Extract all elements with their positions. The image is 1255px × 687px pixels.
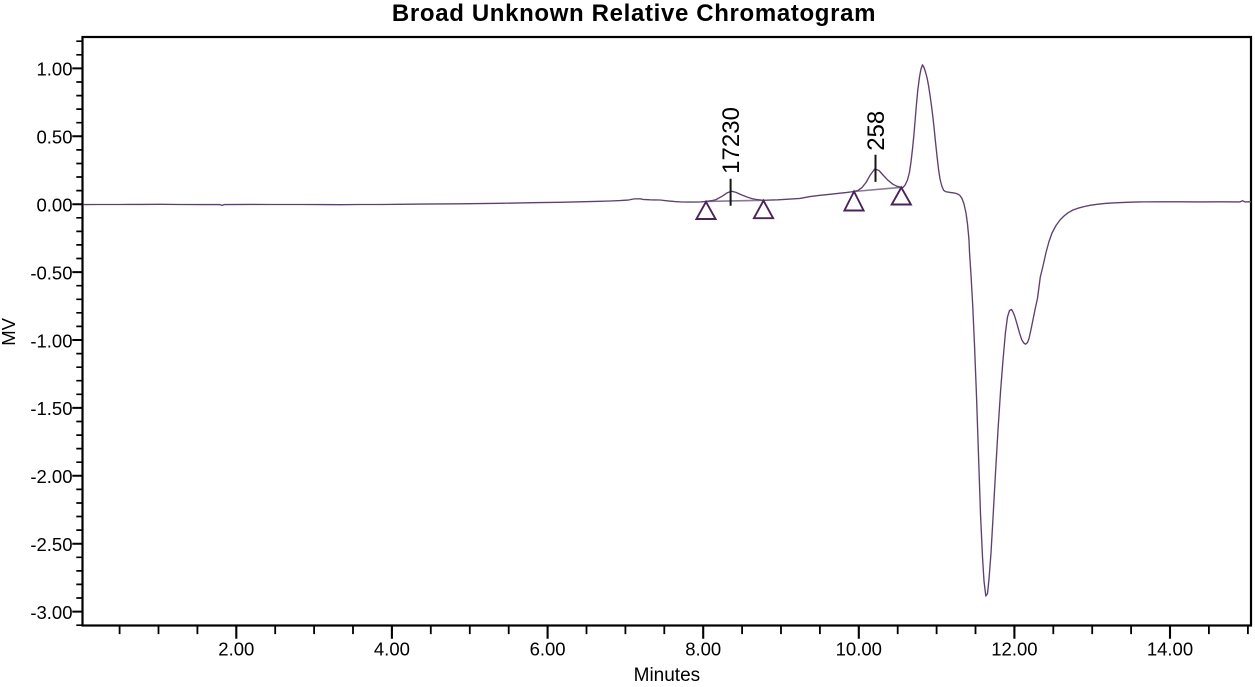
svg-text:6.00: 6.00 [530, 639, 566, 660]
svg-text:10.00: 10.00 [836, 639, 882, 660]
svg-text:4.00: 4.00 [374, 639, 410, 660]
svg-text:-2.50: -2.50 [30, 534, 72, 555]
svg-text:12.00: 12.00 [991, 639, 1037, 660]
svg-text:-1.00: -1.00 [30, 330, 72, 351]
svg-text:-1.50: -1.50 [30, 398, 72, 419]
svg-text:2.00: 2.00 [218, 639, 254, 660]
svg-text:14.00: 14.00 [1147, 639, 1193, 660]
svg-text:-2.00: -2.00 [30, 466, 72, 487]
svg-text:1.00: 1.00 [36, 59, 72, 80]
svg-text:Minutes: Minutes [634, 665, 701, 686]
svg-text:8.00: 8.00 [685, 639, 721, 660]
svg-text:Broad Unknown Relative Chromat: Broad Unknown Relative Chromatogram [392, 0, 876, 27]
svg-text:0.00: 0.00 [36, 195, 72, 216]
svg-text:-3.00: -3.00 [30, 602, 72, 623]
svg-text:0.50: 0.50 [36, 127, 72, 148]
svg-text:17230: 17230 [718, 107, 745, 174]
svg-text:-0.50: -0.50 [30, 262, 72, 283]
svg-text:MV: MV [0, 317, 19, 345]
svg-text:258: 258 [863, 111, 890, 151]
